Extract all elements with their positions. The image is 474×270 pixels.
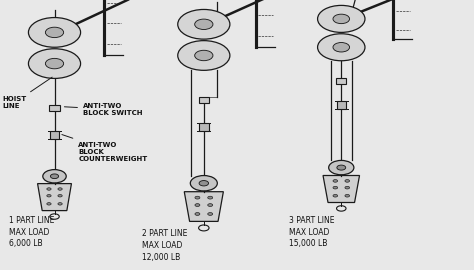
Circle shape — [195, 196, 200, 199]
Text: 3 PART LINE
MAX LOAD
15,000 LB: 3 PART LINE MAX LOAD 15,000 LB — [289, 216, 335, 248]
Circle shape — [47, 202, 51, 205]
Circle shape — [195, 19, 213, 29]
Circle shape — [318, 5, 365, 32]
Text: HOIST
LINE: HOIST LINE — [2, 77, 52, 109]
Circle shape — [195, 50, 213, 61]
Bar — [49, 105, 60, 111]
Bar — [337, 101, 346, 109]
Polygon shape — [37, 184, 72, 211]
Circle shape — [345, 186, 349, 189]
Circle shape — [345, 180, 349, 182]
Circle shape — [318, 34, 365, 61]
Circle shape — [47, 194, 51, 197]
Circle shape — [195, 212, 200, 215]
Circle shape — [178, 9, 230, 39]
Circle shape — [333, 14, 349, 23]
Bar — [50, 131, 59, 139]
Circle shape — [208, 212, 213, 215]
Circle shape — [50, 174, 59, 178]
Bar — [336, 78, 346, 84]
Circle shape — [178, 41, 230, 70]
Circle shape — [333, 186, 337, 189]
Circle shape — [333, 194, 337, 197]
Polygon shape — [323, 176, 359, 202]
Circle shape — [328, 160, 354, 175]
Circle shape — [333, 180, 337, 182]
Circle shape — [43, 170, 66, 183]
Text: ANTI-TWO
BLOCK SWITCH: ANTI-TWO BLOCK SWITCH — [64, 103, 143, 116]
Circle shape — [58, 202, 62, 205]
Circle shape — [28, 49, 81, 78]
Circle shape — [345, 194, 349, 197]
Circle shape — [47, 188, 51, 190]
Circle shape — [58, 194, 62, 197]
Circle shape — [333, 42, 349, 52]
Circle shape — [199, 181, 209, 186]
Bar — [199, 97, 209, 103]
Text: 2 PART LINE
MAX LOAD
12,000 LB: 2 PART LINE MAX LOAD 12,000 LB — [142, 229, 188, 262]
Circle shape — [58, 188, 62, 190]
Circle shape — [195, 204, 200, 207]
Bar — [199, 123, 209, 131]
Circle shape — [337, 165, 346, 170]
Circle shape — [46, 27, 64, 38]
Circle shape — [28, 18, 81, 47]
Circle shape — [208, 204, 213, 207]
Text: 1 PART LINE
MAX LOAD
6,000 LB: 1 PART LINE MAX LOAD 6,000 LB — [9, 216, 55, 248]
Circle shape — [46, 58, 64, 69]
Text: ANTI-TWO
BLOCK
COUNTERWEIGHT: ANTI-TWO BLOCK COUNTERWEIGHT — [62, 134, 147, 162]
Circle shape — [190, 176, 217, 191]
Polygon shape — [184, 192, 223, 221]
Circle shape — [208, 196, 213, 199]
